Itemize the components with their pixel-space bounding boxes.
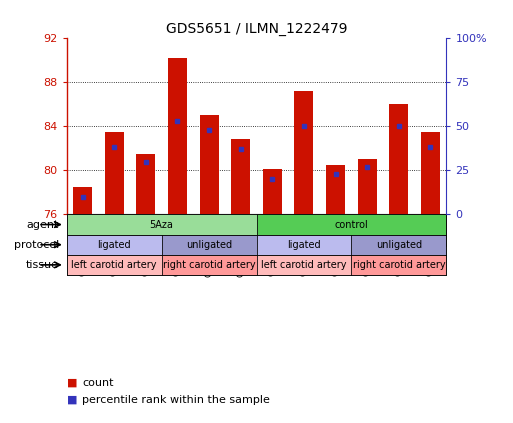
Text: agent: agent — [27, 220, 59, 230]
Bar — [320, 214, 351, 246]
Text: count: count — [82, 378, 113, 388]
Bar — [421, 132, 440, 214]
Text: protocol: protocol — [14, 240, 59, 250]
Text: percentile rank within the sample: percentile rank within the sample — [82, 395, 270, 405]
Bar — [231, 140, 250, 214]
Bar — [389, 104, 408, 214]
Bar — [67, 214, 98, 246]
Bar — [67, 255, 162, 275]
Bar — [67, 214, 256, 235]
Bar — [383, 214, 415, 246]
Bar — [256, 235, 351, 255]
Text: control: control — [334, 220, 368, 230]
Text: 5Aza: 5Aza — [150, 220, 173, 230]
Title: GDS5651 / ILMN_1222479: GDS5651 / ILMN_1222479 — [166, 22, 347, 36]
Text: ligated: ligated — [287, 240, 321, 250]
Bar — [67, 235, 162, 255]
Bar — [256, 214, 446, 235]
Bar — [351, 255, 446, 275]
Bar — [200, 115, 219, 214]
Bar — [136, 154, 155, 214]
Bar — [256, 255, 351, 275]
Bar — [294, 91, 313, 214]
Bar — [256, 214, 288, 246]
Text: ■: ■ — [67, 395, 77, 405]
Bar — [415, 214, 446, 246]
Bar — [263, 169, 282, 214]
Bar — [98, 214, 130, 246]
Bar — [162, 235, 256, 255]
Bar — [73, 187, 92, 214]
Bar — [162, 214, 193, 246]
Text: left carotid artery: left carotid artery — [261, 260, 347, 270]
Text: ligated: ligated — [97, 240, 131, 250]
Text: right carotid artery: right carotid artery — [352, 260, 445, 270]
Bar — [326, 165, 345, 214]
Text: tissue: tissue — [26, 260, 59, 270]
Text: left carotid artery: left carotid artery — [71, 260, 157, 270]
Text: unligated: unligated — [376, 240, 422, 250]
Bar — [193, 214, 225, 246]
Bar — [225, 214, 256, 246]
Bar — [288, 214, 320, 246]
Text: unligated: unligated — [186, 240, 232, 250]
Bar — [168, 58, 187, 214]
Bar — [351, 214, 383, 246]
Bar — [105, 132, 124, 214]
Bar — [130, 214, 162, 246]
Bar — [351, 235, 446, 255]
Text: right carotid artery: right carotid artery — [163, 260, 255, 270]
Bar — [358, 159, 377, 214]
Text: ■: ■ — [67, 378, 77, 388]
Bar — [162, 255, 256, 275]
